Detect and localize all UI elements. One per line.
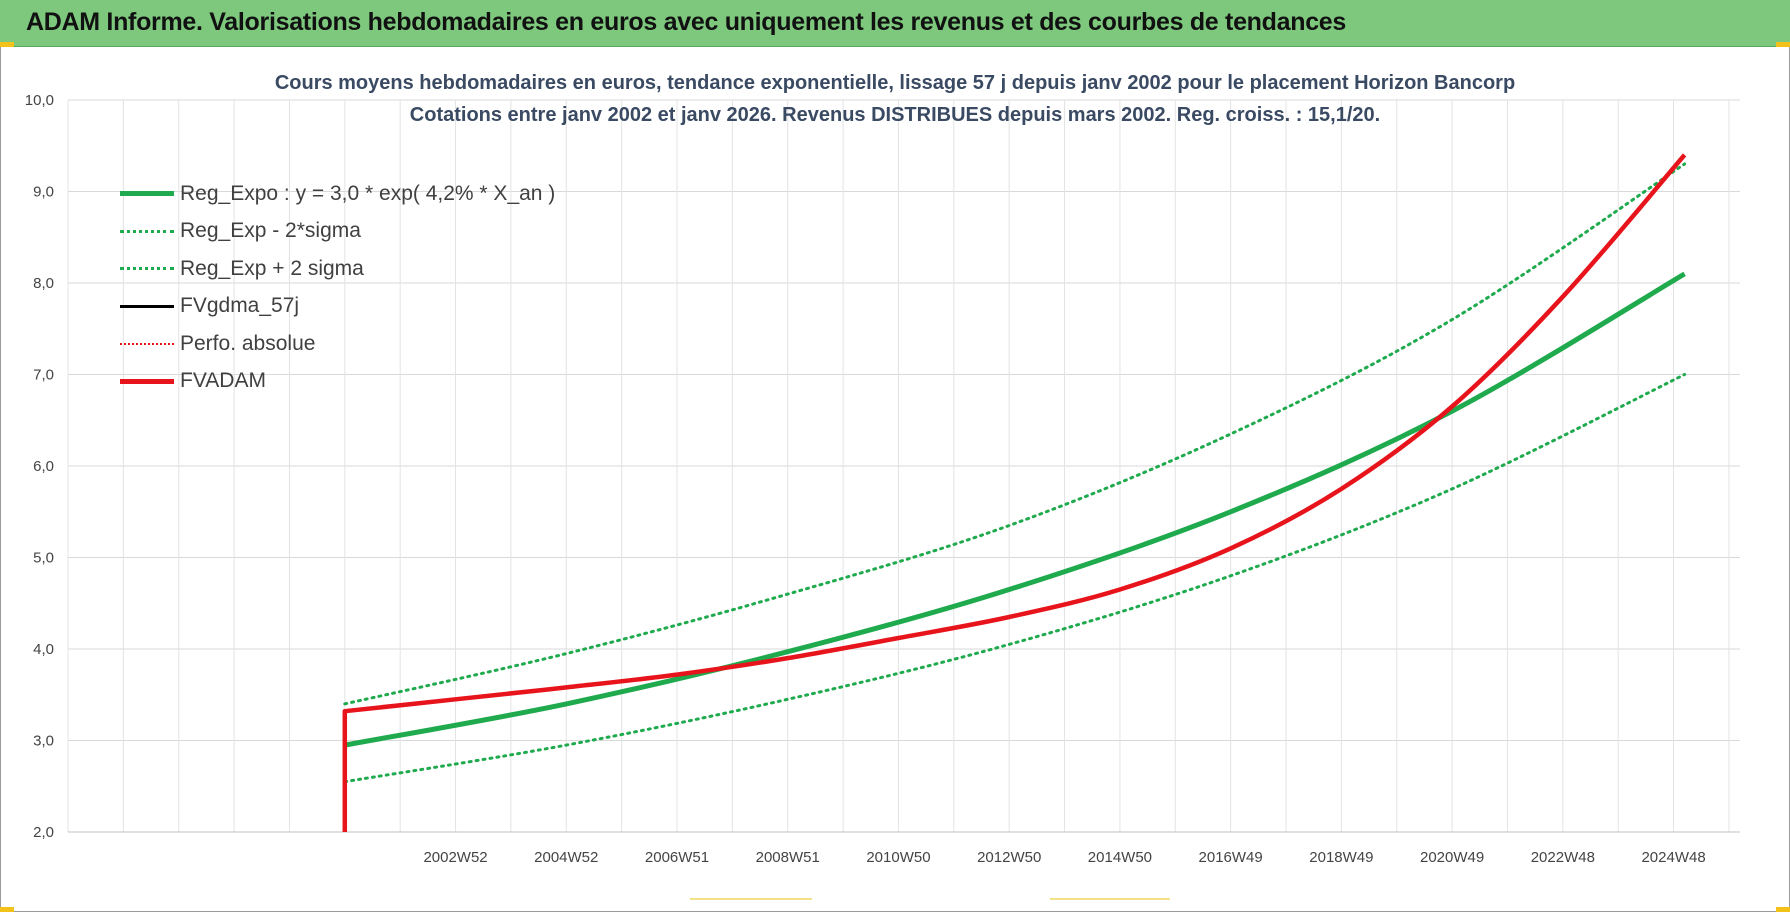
x-tick-label: 2024W48 <box>1641 849 1705 866</box>
legend-label: Reg_Exp + 2 sigma <box>180 256 364 280</box>
legend-item: Reg_Expo : y = 3,0 * exp( 4,2% * X_an ) <box>120 175 555 213</box>
trend-line-plus-2sigma <box>343 162 1687 706</box>
x-tick-label: 2014W50 <box>1088 849 1152 866</box>
legend-label: FVADAM <box>180 369 266 393</box>
bottom-highlight-mark <box>690 898 812 900</box>
x-tick-label: 2002W52 <box>423 849 487 866</box>
legend-swatch-dotted-green <box>120 267 174 271</box>
legend-label: FVgdma_57j <box>180 294 300 318</box>
legend-item: FVADAM <box>120 363 555 401</box>
chart-legend: Reg_Expo : y = 3,0 * exp( 4,2% * X_an ) … <box>120 175 555 400</box>
legend-item: FVgdma_57j <box>120 288 555 326</box>
legend-swatch-solid-red <box>120 378 174 384</box>
trend-line-reg-expo <box>344 271 1686 748</box>
legend-swatch-dotted-green <box>120 229 174 233</box>
x-tick-label: 2020W49 <box>1420 849 1484 866</box>
series-lines <box>342 153 1687 832</box>
legend-label: Perfo. absolue <box>180 331 316 355</box>
y-tick-label: 8,0 <box>33 275 54 292</box>
y-tick-label: 4,0 <box>33 641 54 658</box>
legend-item: Reg_Exp + 2 sigma <box>120 250 555 288</box>
y-tick-label: 5,0 <box>33 550 54 567</box>
x-tick-label: 2018W49 <box>1309 849 1373 866</box>
legend-label: Reg_Expo : y = 3,0 * exp( 4,2% * X_an ) <box>180 181 556 205</box>
legend-swatch-solid-black <box>120 304 174 308</box>
y-tick-label: 9,0 <box>33 184 54 201</box>
corner-marker-left <box>0 42 14 47</box>
x-tick-label: 2004W52 <box>534 849 598 866</box>
legend-item: Perfo. absolue <box>120 325 555 363</box>
fvadam-line <box>342 153 1687 832</box>
trend-line-minus-2sigma <box>343 373 1687 784</box>
x-tick-label: 2012W50 <box>977 849 1041 866</box>
y-tick-label: 2,0 <box>33 824 54 841</box>
x-tick-label: 2008W51 <box>756 849 820 866</box>
y-tick-label: 3,0 <box>33 733 54 750</box>
x-tick-label: 2006W51 <box>645 849 709 866</box>
corner-marker-bottom-right <box>1776 907 1790 912</box>
chart-title-line-1: Cours moyens hebdomadaires en euros, ten… <box>274 72 1516 94</box>
x-tick-label: 2010W50 <box>866 849 930 866</box>
corner-marker-bottom-left <box>0 907 14 912</box>
legend-label: Reg_Exp - 2*sigma <box>180 219 361 243</box>
corner-marker-right <box>1776 42 1790 47</box>
y-tick-label: 10,0 <box>25 92 54 109</box>
legend-swatch-solid-green <box>120 191 174 197</box>
chart-title-line-2: Cotations entre janv 2002 et janv 2026. … <box>409 104 1381 126</box>
y-tick-label: 6,0 <box>33 458 54 475</box>
legend-item: Reg_Exp - 2*sigma <box>120 213 555 251</box>
x-tick-label: 2016W49 <box>1199 849 1263 866</box>
x-tick-label: 2022W48 <box>1531 849 1595 866</box>
legend-swatch-dotted-red <box>120 342 174 345</box>
banner-title: ADAM Informe. Valorisations hebdomadaire… <box>26 8 1347 36</box>
y-tick-label: 7,0 <box>33 367 54 384</box>
header-banner: ADAM Informe. Valorisations hebdomadaire… <box>0 0 1790 47</box>
bottom-highlight-mark <box>1050 898 1170 900</box>
